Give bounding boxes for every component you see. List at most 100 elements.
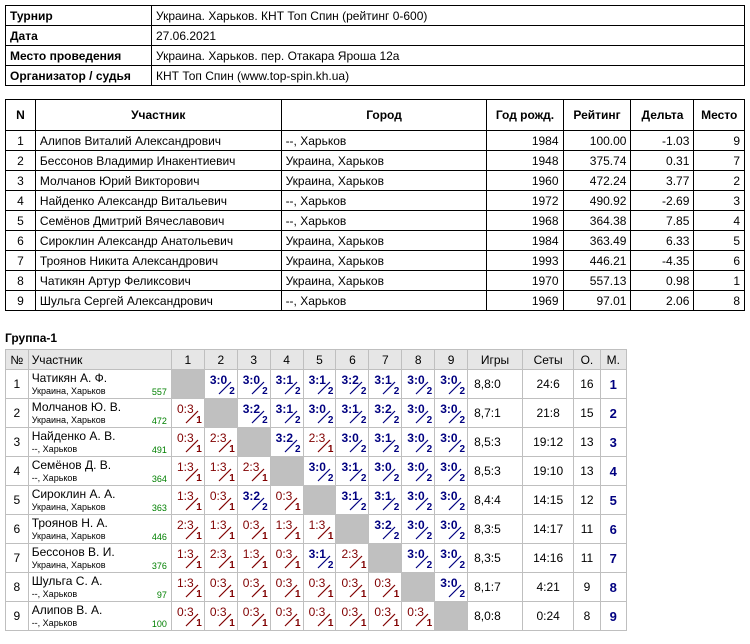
participant-name: Алипов Виталий Александрович <box>34 130 282 151</box>
match-cell: 1:3 1 <box>269 514 304 544</box>
participant-rating: 490.92 <box>562 190 632 211</box>
slash-divider <box>382 410 396 424</box>
slash-divider <box>350 439 363 453</box>
group-points: 13 <box>573 456 601 486</box>
participants-table: N Участник Город Год рожд. Рейтинг Дельта Мест… <box>5 99 745 311</box>
match-score: 3:2 <box>341 373 359 387</box>
match-points: 1 <box>196 531 202 542</box>
match-score: 0:3 <box>209 605 227 619</box>
group-games: 8,7:1 <box>467 398 523 428</box>
match-cell: 1:3 1 <box>302 514 337 544</box>
match-score: 3:0 <box>407 460 425 474</box>
match-cell: 3:0 2 <box>368 456 403 486</box>
match-points: 1 <box>327 444 334 455</box>
match-cell: 3:0 2 <box>434 514 469 544</box>
self-match-cell <box>302 485 337 515</box>
participant-name: Чатикян Артур Феликсович <box>34 270 282 291</box>
match-cell: 3:0 2 <box>434 398 469 428</box>
match-points: 2 <box>459 473 466 484</box>
match-cell: 0:3 1 <box>269 572 304 602</box>
group-player-city: Украина, Харьков <box>31 560 106 570</box>
slash-divider <box>448 468 462 482</box>
participant-rating: 557.13 <box>562 270 632 291</box>
match-points: 2 <box>262 415 268 426</box>
group-games: 8,4:4 <box>467 485 523 515</box>
match-points: 1 <box>229 473 235 484</box>
match-cell: 0:3 1 <box>269 485 304 515</box>
participant-place: 8 <box>693 290 745 311</box>
group-player-city: Украина, Харьков <box>31 531 106 541</box>
slash-divider <box>448 555 462 569</box>
match-points: 1 <box>393 589 400 600</box>
match-score: 3:0 <box>407 431 425 445</box>
group-place: 8 <box>599 572 628 602</box>
group-player-rating: 472 <box>151 416 167 426</box>
match-points: 1 <box>360 589 367 600</box>
match-cell: 3:2 2 <box>269 427 304 457</box>
match-points: 2 <box>360 473 367 484</box>
group-sets: 4:21 <box>521 572 575 602</box>
participant-place: 3 <box>693 190 745 211</box>
match-cell: 3:0 2 <box>401 456 436 486</box>
group-place: 4 <box>599 456 628 486</box>
group-row: 6 Троянов Н. А. Украина, Харьков 446 2:3 1 1:3… <box>5 514 628 544</box>
match-score: 0:3 <box>341 576 359 590</box>
match-score: 3:0 <box>308 402 326 416</box>
match-points: 1 <box>196 473 202 484</box>
slash-divider <box>284 526 298 540</box>
participant-n: 7 <box>5 250 36 271</box>
match-score: 0:3 <box>308 576 326 590</box>
participant-year: 1993 <box>486 250 564 271</box>
match-points: 2 <box>295 444 301 455</box>
slash-divider <box>415 439 429 453</box>
participant-year: 1984 <box>486 130 564 151</box>
match-score: 3:1 <box>341 460 359 474</box>
match-points: 2 <box>327 415 334 426</box>
slash-divider <box>218 613 232 627</box>
participants-header-cell: N <box>5 99 36 131</box>
match-cell: 1:3 1 <box>170 543 205 573</box>
group-player-rating: 446 <box>151 532 167 542</box>
slash-divider <box>284 381 298 395</box>
match-cell: 0:3 1 <box>170 601 205 631</box>
match-points: 2 <box>426 502 433 513</box>
slash-divider <box>448 439 462 453</box>
participant-city: --, Харьков <box>280 290 488 311</box>
match-points: 2 <box>426 386 433 397</box>
group-player-cell: Шульга С. А. --, Харьков 97 <box>27 572 172 602</box>
match-score: 1:3 <box>176 460 194 474</box>
match-cell: 3:0 2 <box>434 572 469 602</box>
participant-name: Сироклин Александр Анатольевич <box>34 230 282 251</box>
match-score: 3:0 <box>440 402 458 416</box>
slash-divider <box>382 584 396 598</box>
match-points: 2 <box>393 502 400 513</box>
slash-divider <box>448 381 462 395</box>
group-player-rating: 364 <box>151 474 167 484</box>
grid-header-num: № <box>5 349 29 370</box>
match-cell: 3:2 2 <box>368 398 403 428</box>
group-games: 8,1:7 <box>467 572 523 602</box>
match-points: 2 <box>295 386 301 397</box>
match-cell: 2:3 1 <box>170 514 205 544</box>
group-points: 8 <box>573 601 601 631</box>
match-cell: 2:3 1 <box>302 427 337 457</box>
match-points: 2 <box>459 415 466 426</box>
slash-divider <box>251 497 265 511</box>
participant-row: 8 Чатикян Артур Феликсович Украина, Харько… <box>5 270 745 291</box>
match-score: 1:3 <box>242 547 260 561</box>
group-points: 9 <box>573 572 601 602</box>
group-player-cell: Молчанов Ю. В. Украина, Харьков 472 <box>27 398 172 428</box>
match-score: 2:3 <box>341 547 359 561</box>
match-score: 3:1 <box>374 431 392 445</box>
participant-row: 9 Шульга Сергей Александрович --, Харьков 1… <box>5 290 745 311</box>
participant-rating: 446.21 <box>562 250 632 271</box>
group-player-city: --, Харьков <box>31 618 78 628</box>
match-points: 2 <box>360 386 367 397</box>
group-games: 8,3:5 <box>467 543 523 573</box>
match-score: 2:3 <box>209 547 227 561</box>
slash-divider <box>415 497 429 511</box>
match-score: 0:3 <box>209 489 227 503</box>
match-points: 2 <box>360 415 367 426</box>
participant-year: 1969 <box>486 290 564 311</box>
participant-delta: 3.77 <box>630 170 695 191</box>
